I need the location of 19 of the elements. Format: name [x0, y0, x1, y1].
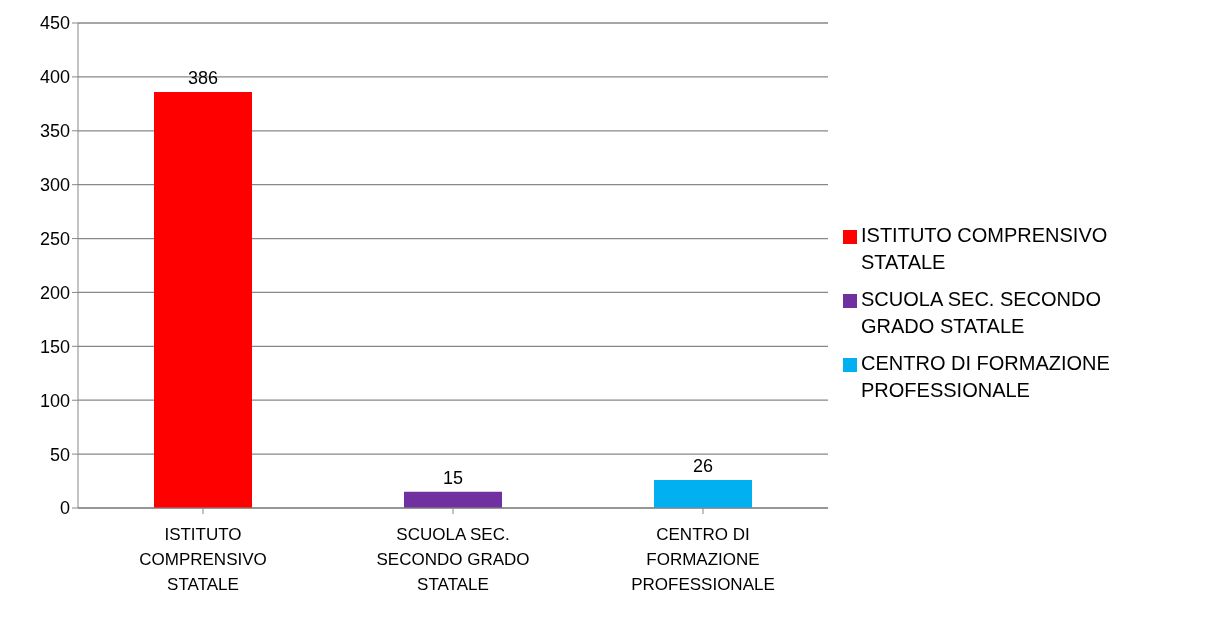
legend-label: CENTRO DI FORMAZIONE PROFESSIONALE — [861, 351, 1111, 403]
y-tick-label: 50 — [49, 444, 70, 465]
legend-label: ISTITUTO COMPRENSIVO STATALE — [861, 223, 1109, 275]
y-tick-label: 0 — [59, 498, 70, 519]
legend-label: SCUOLA SEC. SECONDO GRADO STATALE — [861, 287, 1103, 339]
data-label: 386 — [187, 67, 219, 88]
y-tick-label: 200 — [39, 282, 70, 303]
y-tick-label: 450 — [39, 13, 70, 34]
y-tick-label: 250 — [39, 228, 70, 249]
data-label: 26 — [692, 455, 714, 476]
x-tick-label: SCUOLA SEC. SECONDO GRADO STATALE — [376, 525, 530, 594]
data-label: 15 — [442, 467, 464, 488]
x-tick-label: ISTITUTO COMPRENSIVO STATALE — [139, 525, 267, 594]
x-tick-label: CENTRO DI FORMAZIONE PROFESSIONALE — [631, 525, 775, 594]
y-tick-label: 350 — [39, 121, 70, 142]
y-tick-label: 100 — [39, 390, 70, 411]
y-tick-label: 400 — [39, 67, 70, 88]
y-tick-label: 150 — [39, 336, 70, 357]
y-tick-label: 300 — [39, 175, 70, 196]
